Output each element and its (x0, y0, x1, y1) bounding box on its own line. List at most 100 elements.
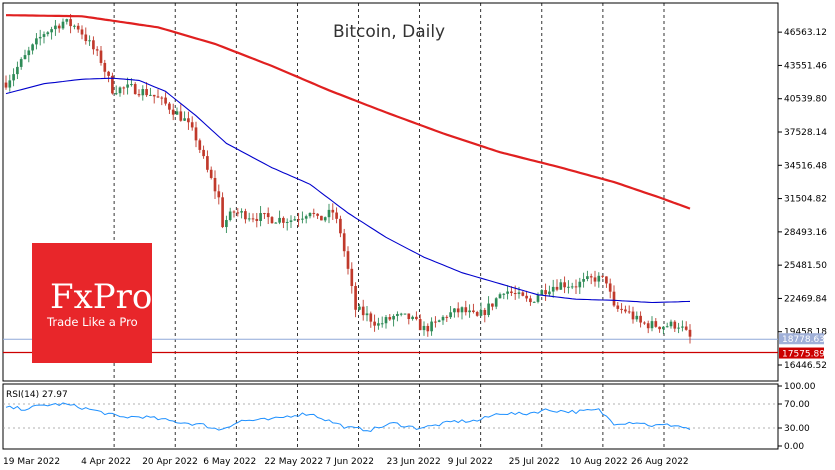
y-tick-label: 43551.46 (784, 61, 827, 71)
candle (627, 305, 631, 314)
y-tick-label: 16446.52 (784, 361, 827, 371)
candle (551, 279, 555, 298)
candle (327, 203, 331, 224)
rsi-tick-label: 100.00 (784, 382, 816, 392)
y-tick-label: 40539.80 (784, 95, 827, 105)
candle (270, 216, 274, 224)
candle (251, 213, 255, 223)
candle (27, 46, 31, 63)
logo-tagline: Trade Like a Pro (46, 315, 138, 329)
candle (506, 285, 509, 300)
candle (31, 43, 34, 55)
fast-moving-average-line (5, 77, 691, 304)
candle (335, 207, 338, 224)
candle (65, 18, 69, 25)
candle (339, 215, 342, 238)
candle (4, 75, 8, 90)
current-price-label: 18778.63 (782, 335, 825, 345)
candle (202, 145, 205, 159)
candle (570, 282, 574, 290)
candle (304, 214, 308, 224)
candle (662, 326, 665, 335)
candle (171, 103, 175, 121)
candle (133, 82, 137, 95)
candle (388, 313, 392, 321)
candle (532, 301, 536, 303)
candle (445, 315, 449, 322)
candle (221, 192, 224, 229)
candle (407, 313, 411, 325)
candle (494, 297, 498, 310)
candle (430, 317, 433, 336)
rsi-label: RSI(14) 27.97 (6, 390, 68, 400)
candle (320, 215, 323, 221)
candle (521, 291, 525, 297)
candle (175, 107, 179, 115)
current-price-badge (779, 333, 824, 345)
candle (282, 216, 285, 229)
candle (658, 326, 661, 333)
y-tick-label: 22469.84 (784, 294, 827, 304)
x-tick-label: 22 May 2022 (264, 457, 323, 467)
candle (263, 212, 266, 219)
candle (449, 306, 452, 320)
candle (669, 319, 673, 329)
candle (624, 305, 627, 314)
rsi-line (5, 402, 691, 433)
candle (236, 208, 240, 217)
candle (194, 121, 198, 148)
y-tick-label: 28493.16 (784, 228, 827, 238)
candle (529, 295, 532, 306)
candle (73, 24, 76, 30)
candle (361, 299, 365, 321)
candle (312, 208, 316, 218)
candle (152, 94, 156, 104)
candle (392, 314, 395, 327)
candle (168, 101, 171, 115)
candle (681, 320, 684, 332)
candle (255, 212, 259, 228)
candle (16, 61, 19, 80)
x-tick-label: 26 Aug 2022 (631, 457, 689, 467)
candle (293, 215, 297, 221)
candle (61, 18, 65, 30)
candle (331, 203, 335, 220)
candle (76, 22, 80, 33)
candle (673, 320, 677, 333)
candle (620, 303, 623, 314)
candle (434, 316, 437, 328)
candle (259, 206, 262, 227)
candle (228, 207, 232, 222)
candle (114, 85, 118, 96)
candle (206, 150, 209, 173)
candle (475, 310, 479, 317)
candle (323, 216, 327, 223)
candle (38, 29, 42, 46)
candle (156, 89, 160, 98)
candle (411, 315, 414, 321)
candle (605, 276, 608, 288)
candle (635, 311, 639, 322)
candle (137, 89, 141, 98)
candle (453, 308, 456, 318)
candle (502, 293, 506, 300)
slow-moving-average-line (6, 14, 691, 210)
candle (631, 306, 635, 324)
candle (544, 283, 547, 301)
rsi-axis-ticks: 100.00 70.00 30.00 0.00 (778, 382, 816, 452)
candle (597, 272, 601, 288)
x-tick-label: 7 Jun 2022 (326, 457, 374, 467)
candle (688, 324, 692, 344)
candle (289, 215, 293, 228)
candle (650, 316, 654, 332)
candle (479, 302, 483, 317)
candle (654, 318, 658, 328)
vertical-gridlines (113, 3, 665, 449)
candle (468, 304, 471, 318)
candle (586, 270, 589, 282)
fxpro-logo: FxPro Trade Like a Pro (32, 243, 152, 363)
candle (426, 323, 430, 337)
candle (464, 300, 468, 316)
y-tick-label: 46563.12 (784, 28, 827, 38)
